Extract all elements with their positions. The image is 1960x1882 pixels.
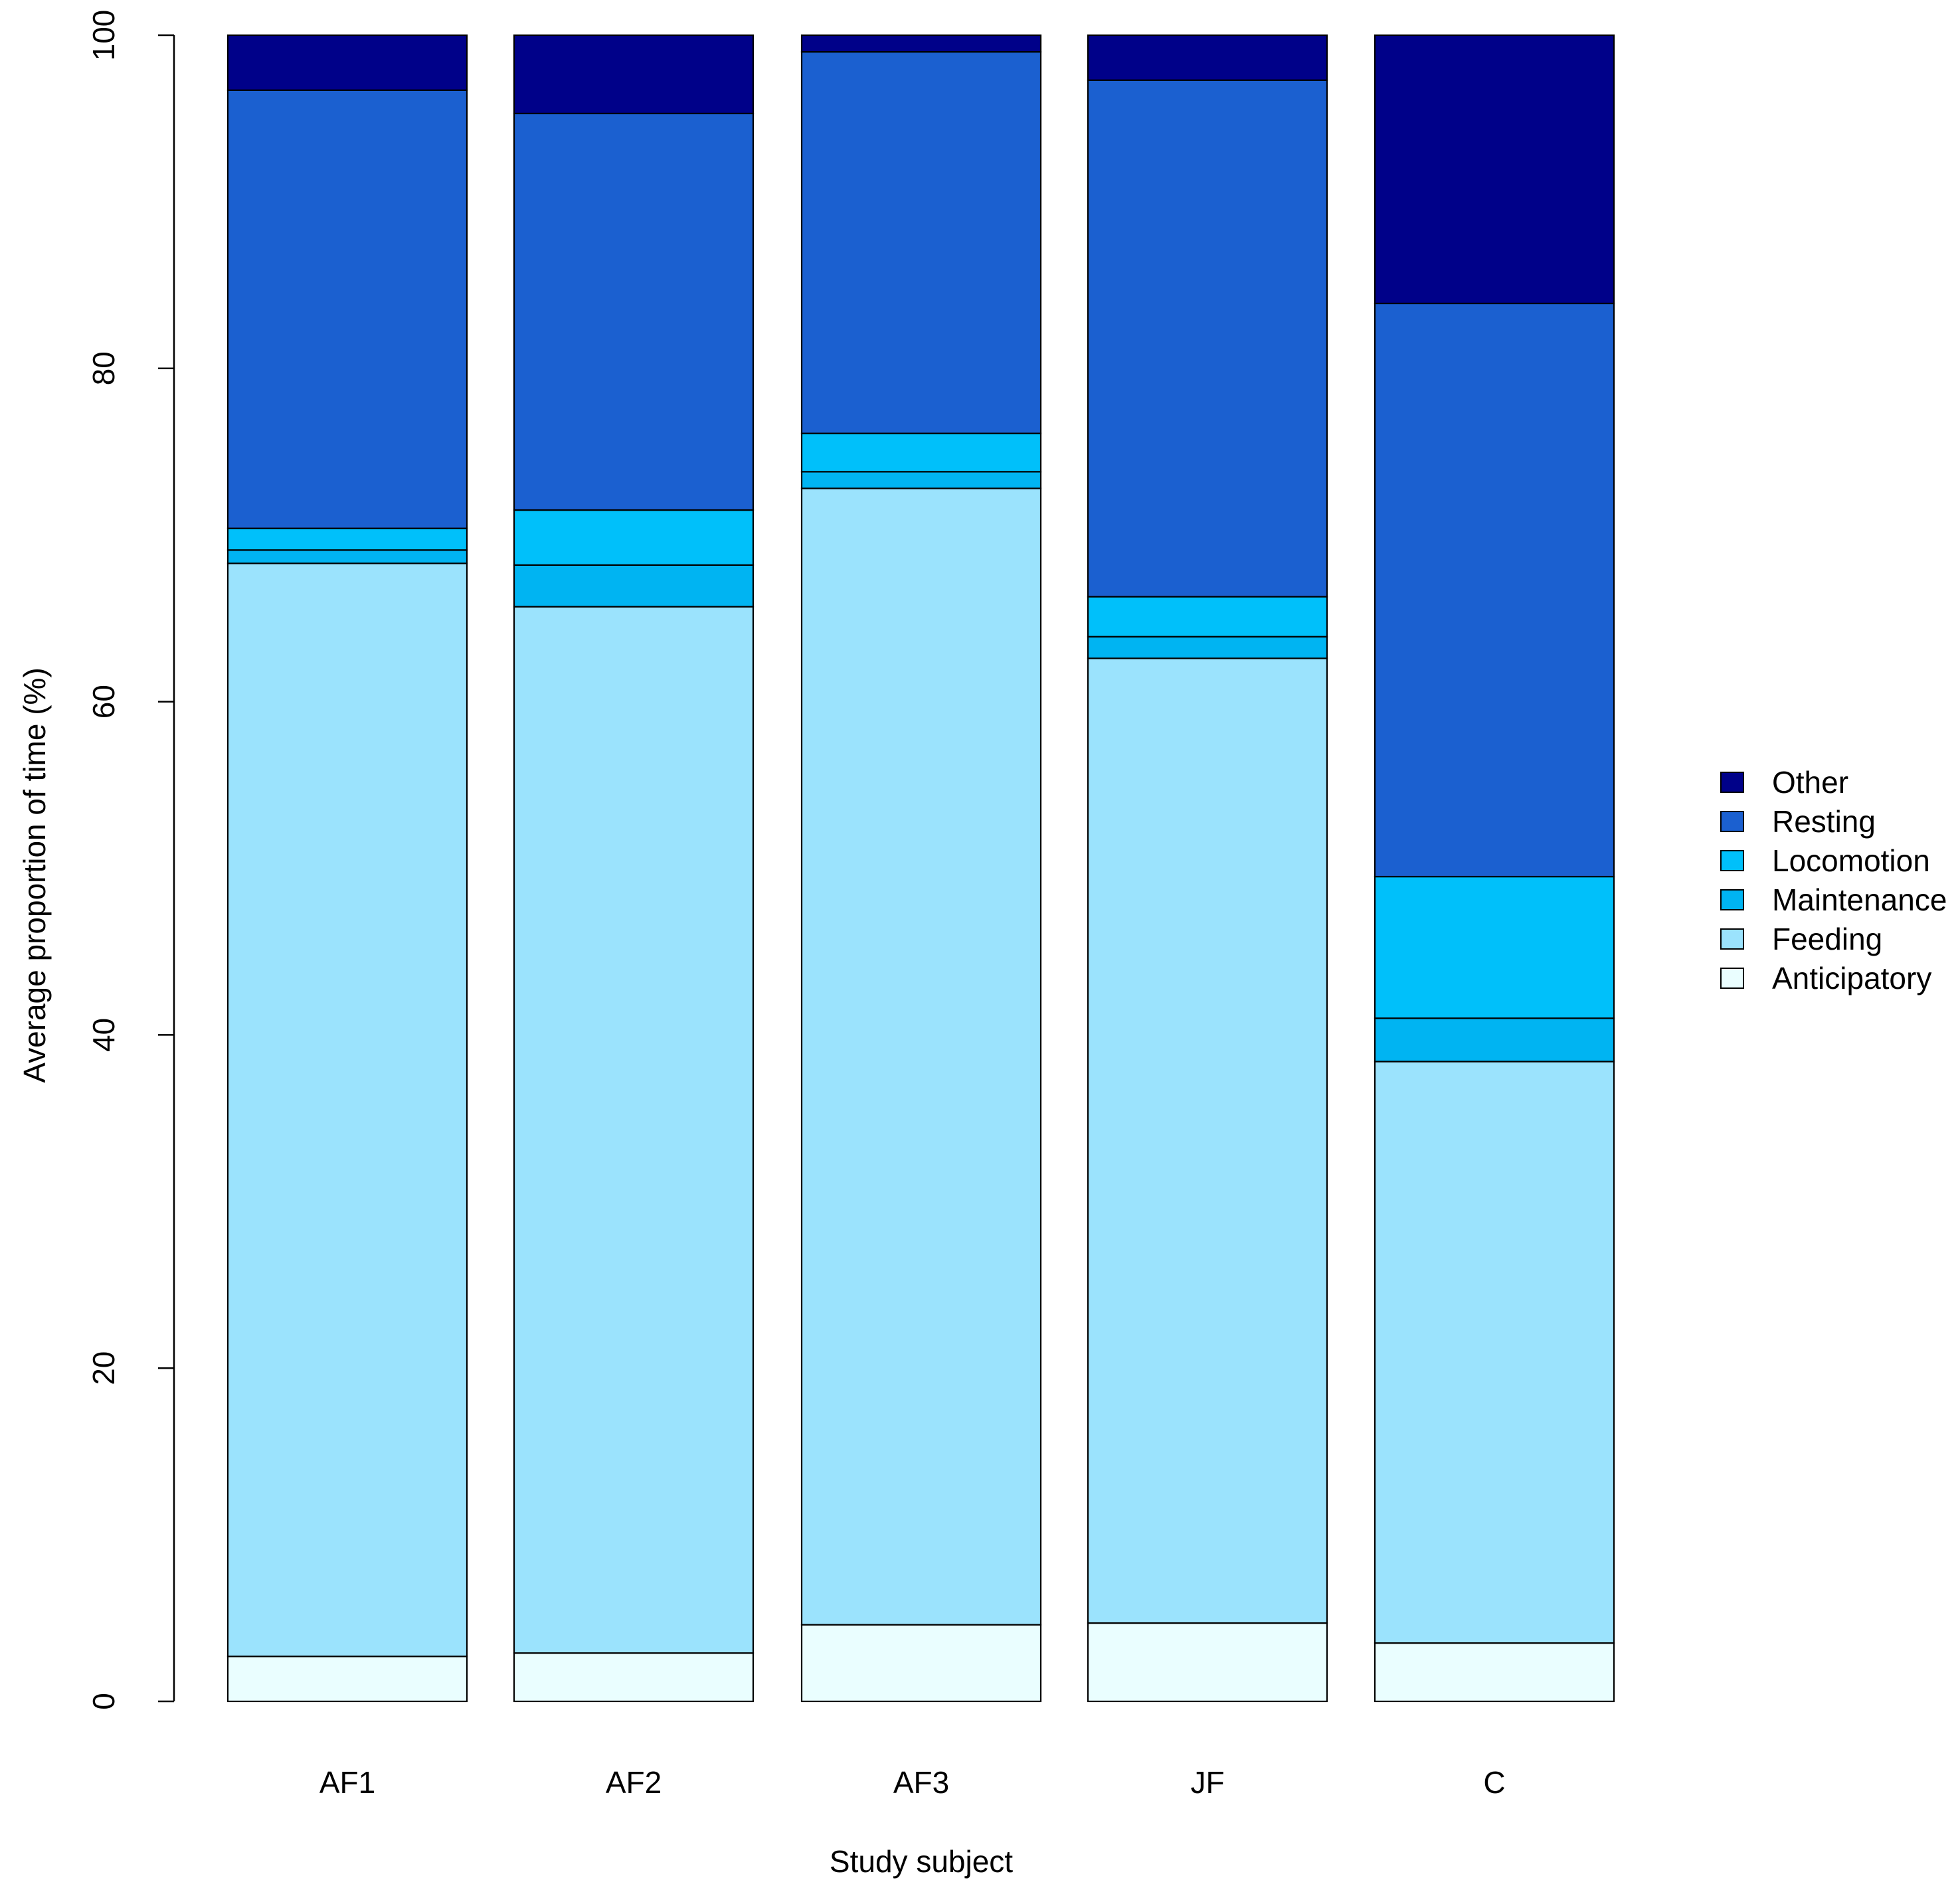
legend-label-resting: Resting (1772, 804, 1876, 839)
bar-segment-af3-maintenance (800, 471, 1042, 489)
bar-segment-af1-resting (226, 89, 468, 529)
bar-segment-jf-feeding (1087, 657, 1328, 1624)
x-axis-labels: AF1 AF2 AF3 JF C (319, 1765, 1506, 1800)
x-tick-label-jf: JF (1190, 1765, 1224, 1800)
bar-segment-c-feeding (1374, 1061, 1615, 1644)
y-tick-label: 20 (86, 1351, 121, 1385)
bar-segment-af3-feeding (800, 487, 1042, 1626)
legend-label-other: Other (1772, 765, 1848, 800)
bar-segment-af3-other (800, 34, 1042, 53)
legend-swatch-other (1720, 772, 1744, 793)
legend: Other Resting Locomotion Maintenance Feeding… (1720, 765, 1947, 995)
y-tick-label: 40 (86, 1018, 121, 1052)
bar-segment-af2-feeding (513, 606, 755, 1654)
x-tick-label-c: C (1483, 1765, 1505, 1800)
bar-segment-c-resting (1374, 302, 1615, 878)
bar-segment-af1-maintenance (226, 549, 468, 564)
y-tick-label: 0 (86, 1693, 121, 1710)
legend-swatch-locomotion (1720, 850, 1744, 871)
legend-label-locomotion: Locomotion (1772, 843, 1930, 878)
bar-segment-c-other (1374, 34, 1615, 305)
bar-segment-af1-feeding (226, 562, 468, 1658)
bar-segment-af3-anticipatory (800, 1624, 1042, 1703)
bar-segment-jf-resting (1087, 79, 1328, 598)
y-tick-label: 100 (86, 10, 121, 61)
y-tick-label: 60 (86, 685, 121, 719)
x-tick-label-af2: AF2 (606, 1765, 662, 1800)
legend-label-maintenance: Maintenance (1772, 883, 1947, 917)
x-tick-label-af1: AF1 (319, 1765, 375, 1800)
bar-segment-af2-maintenance (513, 564, 755, 608)
legend-label-anticipatory: Anticipatory (1772, 961, 1931, 995)
bar-segment-c-maintenance (1374, 1017, 1615, 1063)
legend-swatch-resting (1720, 811, 1744, 832)
x-tick-label-af3: AF3 (893, 1765, 949, 1800)
x-axis-title: Study subject (830, 1844, 1013, 1879)
bar-segment-af1-other (226, 34, 468, 91)
bar-segment-c-locomotion (1374, 875, 1615, 1019)
y-axis: 0 20 40 60 80 100 (86, 10, 175, 1710)
bar-segment-jf-maintenance (1087, 636, 1328, 659)
y-axis-title: Average proportion of time (%) (17, 667, 52, 1083)
legend-label-feeding: Feeding (1772, 922, 1882, 956)
bar-segment-af3-resting (800, 50, 1042, 434)
legend-swatch-feeding (1720, 928, 1744, 950)
bar-segment-af1-anticipatory (226, 1656, 468, 1703)
legend-swatch-anticipatory (1720, 968, 1744, 989)
bar-segment-af1-locomotion (226, 527, 468, 551)
bar-segment-jf-anticipatory (1087, 1622, 1328, 1703)
legend-swatch-maintenance (1720, 889, 1744, 910)
bar-segment-jf-other (1087, 34, 1328, 81)
y-tick-label: 80 (86, 351, 121, 385)
bar-segment-c-anticipatory (1374, 1642, 1615, 1703)
bar-segment-af2-locomotion (513, 509, 755, 566)
bar-segment-af2-resting (513, 112, 755, 511)
bars-group (226, 34, 1615, 1703)
bar-segment-af3-locomotion (800, 432, 1042, 473)
bar-segment-af2-other (513, 34, 755, 115)
bar-segment-jf-locomotion (1087, 596, 1328, 638)
bar-segment-af2-anticipatory (513, 1652, 755, 1703)
